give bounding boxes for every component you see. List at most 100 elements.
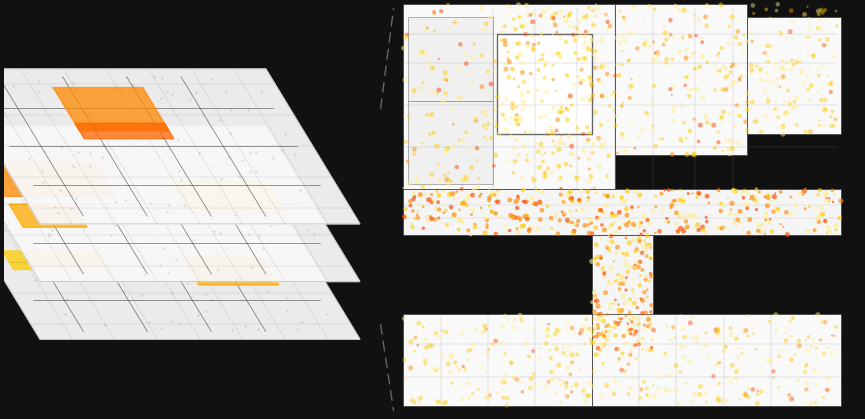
Point	[785, 19, 799, 26]
Point	[528, 200, 541, 207]
Point	[541, 378, 555, 385]
Bar	[497, 34, 592, 134]
Point	[597, 318, 611, 324]
Point	[670, 227, 684, 234]
Point	[588, 109, 602, 116]
Point	[583, 178, 597, 185]
Point	[621, 320, 635, 327]
Point	[639, 233, 653, 239]
Point	[430, 163, 444, 170]
Point	[644, 270, 657, 277]
Point	[769, 326, 783, 333]
Point	[759, 217, 772, 223]
Point	[652, 97, 666, 104]
Point	[824, 79, 838, 86]
Point	[522, 353, 535, 360]
Point	[592, 76, 606, 83]
Point	[673, 186, 687, 193]
Point	[572, 155, 586, 161]
Point	[488, 191, 502, 198]
Point	[672, 48, 686, 54]
Point	[491, 199, 505, 205]
Point	[760, 218, 774, 225]
Point	[579, 397, 593, 404]
Point	[666, 324, 680, 331]
Point	[672, 400, 686, 407]
Point	[724, 206, 738, 213]
Point	[444, 178, 458, 184]
Point	[615, 131, 629, 137]
Point	[722, 41, 736, 47]
Point	[471, 384, 485, 391]
Point	[785, 396, 798, 402]
Point	[498, 113, 512, 120]
Point	[743, 216, 757, 223]
Point	[554, 381, 568, 388]
Point	[787, 98, 801, 105]
Point	[596, 265, 610, 272]
Point	[649, 193, 663, 200]
Point	[719, 86, 733, 93]
Point	[778, 98, 791, 105]
Point	[412, 320, 426, 326]
Point	[501, 11, 515, 18]
Point	[521, 212, 535, 219]
Point	[552, 327, 566, 334]
Point	[546, 217, 560, 224]
Point	[469, 326, 483, 332]
Point	[583, 130, 597, 137]
Point	[612, 307, 625, 313]
Point	[560, 353, 573, 360]
Point	[594, 207, 608, 214]
Point	[450, 164, 464, 171]
Point	[753, 189, 766, 195]
Point	[546, 137, 560, 143]
Point	[803, 97, 817, 104]
Point	[527, 326, 541, 332]
Point	[586, 339, 599, 346]
Point	[416, 324, 430, 331]
Polygon shape	[0, 184, 360, 339]
Point	[506, 100, 520, 107]
Point	[625, 326, 638, 333]
Point	[740, 205, 754, 212]
Point	[790, 103, 804, 109]
Point	[675, 103, 689, 110]
Point	[694, 345, 708, 352]
Point	[825, 108, 839, 114]
Point	[812, 36, 826, 43]
Point	[537, 88, 551, 95]
Point	[630, 264, 644, 270]
Point	[779, 337, 793, 344]
Point	[724, 64, 738, 70]
Point	[589, 55, 603, 62]
Point	[636, 297, 650, 304]
Point	[461, 380, 475, 387]
Point	[753, 228, 766, 235]
Point	[686, 50, 700, 57]
Point	[580, 215, 593, 222]
Point	[538, 173, 552, 180]
Point	[738, 186, 752, 193]
Point	[593, 163, 606, 170]
Point	[663, 336, 677, 343]
Point	[579, 316, 593, 323]
Point	[525, 175, 539, 181]
Point	[509, 116, 523, 123]
Point	[470, 145, 484, 152]
Point	[550, 327, 564, 334]
Point	[494, 214, 508, 220]
Point	[544, 215, 558, 221]
Point	[644, 308, 657, 315]
Point	[618, 37, 631, 44]
Point	[669, 362, 682, 369]
Point	[820, 42, 834, 49]
Point	[434, 389, 448, 396]
Point	[712, 139, 726, 146]
Point	[804, 342, 818, 349]
Point	[612, 319, 626, 326]
Point	[481, 388, 495, 395]
Point	[528, 382, 541, 389]
Point	[596, 334, 610, 341]
Point	[589, 225, 603, 231]
